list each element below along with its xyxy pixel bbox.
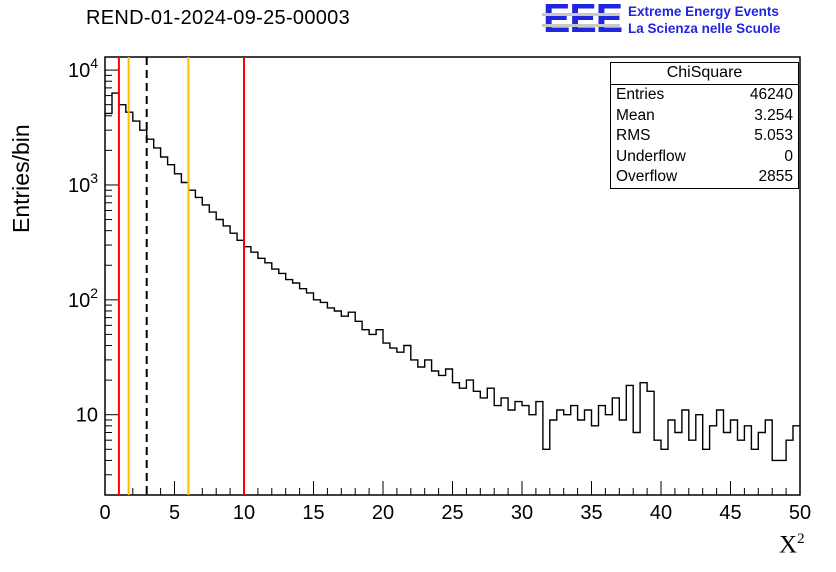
x-tick-label: 30: [511, 502, 533, 524]
stats-value: 5.053: [754, 127, 793, 144]
y-tick-label: 103: [68, 170, 98, 197]
stats-row: Overflow 2855: [611, 167, 798, 188]
stats-label: Entries: [616, 86, 665, 103]
stats-row: Entries 46240: [611, 85, 798, 106]
y-tick-label: 104: [68, 55, 98, 82]
x-tick-label: 5: [169, 502, 180, 524]
x-tick-label: 50: [789, 502, 811, 524]
histogram-line: [105, 92, 800, 462]
stats-row: RMS 5.053: [611, 126, 798, 147]
x-tick-label: 10: [233, 502, 255, 524]
eee-logo-mark: EEE: [542, 0, 623, 41]
x-axis-title-base: X: [779, 531, 798, 559]
x-axis-title: X2: [779, 531, 805, 559]
y-tick-label: 102: [68, 285, 98, 312]
y-axis-title: Entries/bin: [8, 124, 34, 233]
logo-line2: La Scienza nelle Scuole: [628, 21, 781, 36]
x-tick-label: 20: [372, 502, 394, 524]
x-tick-label: 40: [650, 502, 672, 524]
stats-row: Underflow 0: [611, 147, 798, 168]
x-tick-label: 15: [302, 502, 324, 524]
logo-line1: Extreme Energy Events: [628, 4, 779, 19]
stats-rows: Entries 46240 Mean 3.254 RMS 5.053 Underflo…: [611, 85, 798, 188]
x-tick-label: 45: [719, 502, 741, 524]
stats-label: Overflow: [616, 168, 678, 185]
y-tick-label: 10: [76, 405, 98, 427]
logo-stripe: [542, 24, 620, 27]
stats-title: ChiSquare: [611, 63, 798, 85]
x-tick-label: 0: [99, 502, 110, 524]
eee-logo-text: EEE: [543, 0, 623, 41]
stats-value: 46240: [749, 86, 793, 103]
x-tick-label: 35: [580, 502, 602, 524]
x-axis-title-exp: 2: [797, 531, 805, 547]
stats-value: 2855: [758, 168, 793, 185]
eee-logo: EEE Extreme Energy Events La Scienza nel…: [542, 0, 780, 41]
stats-label: Underflow: [616, 147, 686, 165]
x-tick-label: 25: [441, 502, 463, 524]
stats-row: Mean 3.254: [611, 106, 798, 127]
plot-title: REND-01-2024-09-25-00003: [86, 7, 351, 29]
stats-label: Mean: [616, 106, 655, 124]
stats-label: RMS: [616, 127, 651, 144]
logo-tagline: Extreme Energy Events La Scienza nelle S…: [628, 1, 780, 37]
stats-value: 0: [784, 147, 793, 165]
stats-box: ChiSquare Entries 46240 Mean 3.254 RMS 5.05…: [610, 62, 799, 189]
logo-stripe: [542, 13, 620, 16]
stats-value: 3.254: [754, 106, 793, 124]
